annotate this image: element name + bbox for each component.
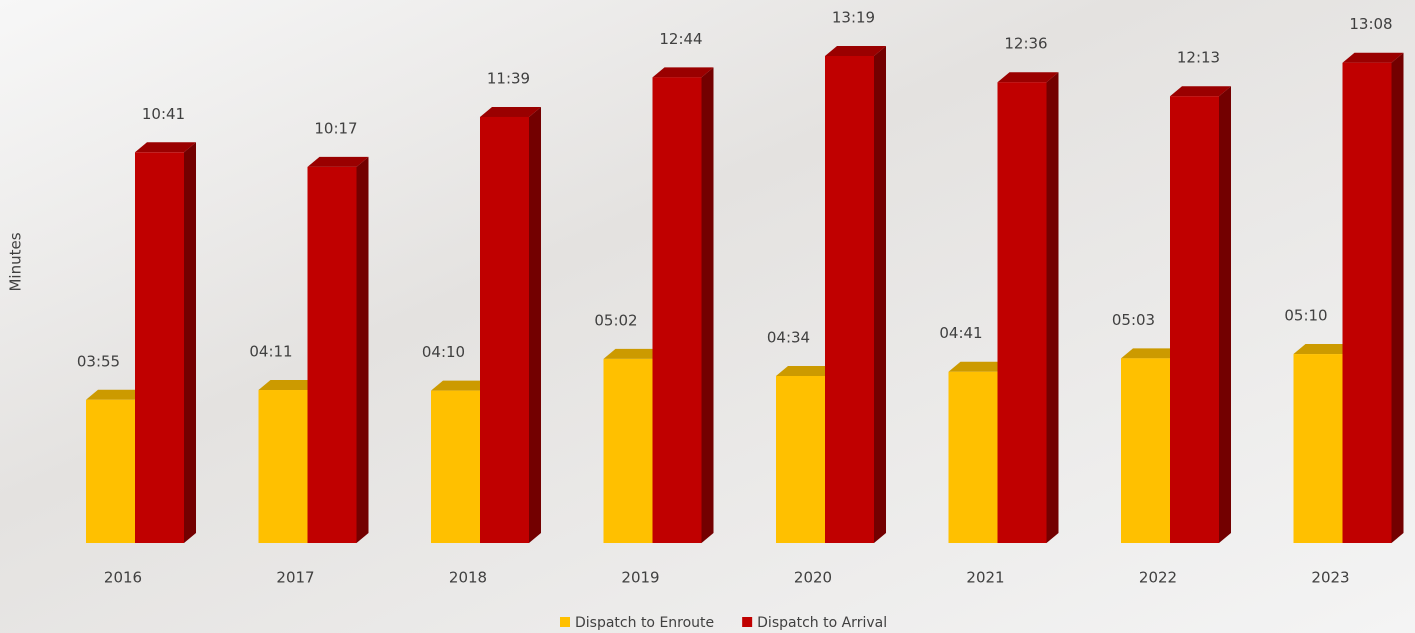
bar — [825, 55, 874, 543]
bar-top — [948, 361, 1010, 372]
bar — [258, 390, 308, 543]
bar-top — [431, 380, 492, 391]
bar-side — [1391, 52, 1404, 543]
bar-top — [135, 142, 196, 153]
bar-top — [776, 365, 837, 376]
bar-side — [184, 142, 196, 544]
bar-top — [1121, 348, 1182, 359]
x-tick-label: 2016 — [104, 569, 142, 587]
bar-side — [701, 67, 714, 544]
data-label: 12:13 — [1177, 49, 1220, 67]
x-tick-label: 2021 — [966, 569, 1004, 587]
bar-top — [258, 380, 320, 391]
data-label: 13:19 — [832, 8, 875, 26]
x-tick-label: 2023 — [1311, 569, 1349, 587]
bar-top — [652, 67, 714, 78]
legend-label: Dispatch to Enroute — [575, 615, 714, 631]
bar — [1170, 96, 1219, 543]
bar — [1342, 62, 1392, 543]
bar-side — [1046, 72, 1059, 543]
data-label: 13:08 — [1349, 15, 1392, 33]
x-tick-label: 2022 — [1139, 569, 1177, 587]
bar-top — [1293, 344, 1355, 355]
bar — [948, 371, 998, 543]
data-label: 10:41 — [142, 105, 185, 123]
bar — [776, 375, 825, 543]
legend-label: Dispatch to Arrival — [757, 615, 887, 631]
bar-top — [1170, 86, 1231, 97]
bar — [307, 166, 357, 543]
data-label: 04:41 — [939, 324, 982, 342]
bar — [431, 390, 480, 543]
x-tick-label: 2020 — [794, 569, 832, 587]
bar-top — [997, 72, 1059, 83]
bar-top — [86, 389, 147, 400]
bar — [997, 82, 1047, 543]
x-tick-label: 2019 — [621, 569, 659, 587]
bar-top — [307, 156, 369, 167]
bar-side — [874, 45, 886, 543]
bar-side — [1219, 86, 1231, 543]
legend-swatch — [560, 617, 570, 627]
bar-top — [1342, 52, 1404, 63]
bar — [86, 399, 135, 543]
bar — [1121, 358, 1170, 543]
data-label: 03:55 — [77, 352, 120, 370]
bar-side — [529, 106, 541, 543]
data-label: 04:34 — [767, 328, 810, 346]
bar-top — [603, 348, 665, 359]
x-tick-label: 2018 — [449, 569, 487, 587]
bar — [603, 358, 653, 543]
legend-swatch — [742, 617, 753, 627]
data-label: 04:10 — [422, 343, 465, 361]
bar-top — [480, 106, 541, 117]
bar — [135, 152, 184, 544]
bar — [652, 77, 702, 544]
data-label: 05:10 — [1284, 307, 1327, 325]
bar-top — [825, 45, 886, 56]
data-label: 04:11 — [249, 343, 292, 361]
data-label: 12:36 — [1004, 35, 1047, 53]
data-label: 12:44 — [659, 30, 702, 48]
data-label: 05:02 — [594, 311, 637, 329]
data-label: 11:39 — [487, 69, 530, 87]
bar — [1293, 354, 1343, 543]
y-axis-title: Minutes — [7, 232, 25, 291]
bar-side — [356, 156, 369, 543]
data-label: 10:17 — [314, 119, 357, 137]
x-tick-label: 2017 — [276, 569, 314, 587]
data-label: 05:03 — [1112, 311, 1155, 329]
bar — [480, 116, 529, 543]
